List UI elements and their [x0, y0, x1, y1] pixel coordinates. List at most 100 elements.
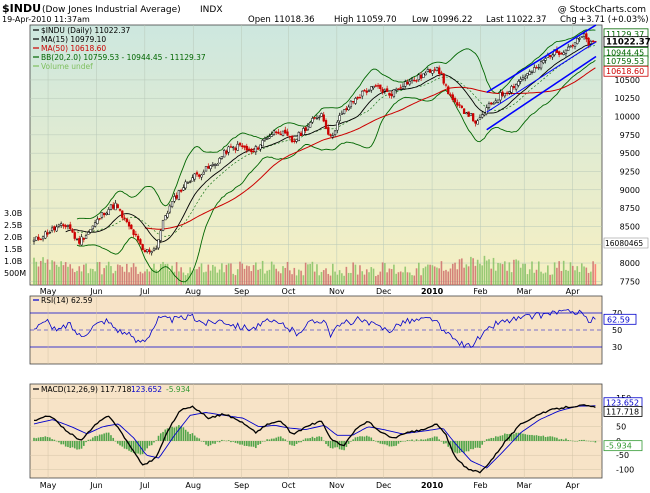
trend-channel-lower: [486, 55, 597, 131]
candle-body: [89, 229, 92, 233]
candle-body: [478, 117, 482, 120]
macd-histogram-bar: [232, 440, 234, 442]
macd-histogram-bar: [352, 439, 354, 441]
volume-bar: [501, 264, 504, 285]
macd-histogram-bar: [359, 436, 361, 441]
macd-histogram-bar: [277, 436, 280, 441]
volume-bar: [404, 266, 407, 285]
macd-histogram-bar: [69, 440, 72, 448]
volume-bar: [273, 264, 275, 285]
price-axis: 7750800082508500875090009250950097501000…: [4, 28, 650, 286]
volume-bar: [431, 265, 434, 285]
macd-histogram-bar: [560, 438, 563, 441]
candle-body: [216, 163, 219, 167]
candle-body: [66, 225, 70, 227]
volume-bar: [37, 266, 40, 285]
volume-bar: [454, 262, 456, 285]
candle-body: [462, 108, 466, 114]
macd-histogram-bar: [96, 435, 99, 441]
price-value-label: 10759.53: [606, 57, 644, 66]
candle-body: [573, 42, 577, 47]
volume-bar: [418, 262, 420, 285]
candle-body: [39, 238, 42, 241]
candle-body: [503, 93, 506, 97]
volume-bar: [540, 271, 542, 285]
candle-body: [132, 229, 135, 235]
candle-body: [103, 212, 106, 216]
macd-histogram-bar: [198, 438, 201, 441]
volume-tick-label: 2.0B: [4, 233, 22, 242]
macd-histogram-bar: [467, 440, 470, 452]
macd-histogram-bar: [402, 440, 404, 442]
macd-histogram-bar: [567, 440, 570, 441]
volume-bar: [449, 268, 452, 285]
volume-bar: [257, 269, 259, 285]
chart-symbol: $INDU: [2, 2, 41, 15]
candle-body: [419, 74, 423, 79]
candle-body: [347, 106, 350, 111]
macd-histogram-bar: [347, 440, 350, 444]
candle-body: [288, 135, 291, 138]
volume-bar: [406, 272, 409, 285]
macd-histogram-bar: [481, 440, 483, 445]
candle-body: [71, 229, 74, 233]
volume-bar: [144, 271, 146, 285]
volume-tick-label: 2.5B: [4, 221, 22, 230]
candle-body: [229, 146, 233, 148]
volume-bar: [350, 272, 352, 285]
candle-body: [161, 220, 165, 231]
candle-body: [492, 103, 495, 105]
candle-body: [243, 145, 246, 148]
volume-bar: [164, 264, 167, 285]
candle-body: [191, 177, 194, 182]
volume-bar: [413, 275, 416, 285]
candle-body: [261, 140, 264, 147]
volume-bar: [130, 267, 133, 285]
macd-histogram-bar: [132, 440, 135, 453]
volume-bar: [110, 266, 112, 285]
macd-histogram-bar: [275, 437, 278, 441]
volume-bar: [494, 270, 497, 285]
macd-histogram-bar: [565, 438, 567, 441]
macd-histogram-bar: [49, 437, 51, 441]
macd-histogram-bar: [388, 440, 391, 447]
volume-bar: [329, 275, 332, 285]
candle-body: [433, 69, 436, 71]
volume-bar: [438, 268, 440, 285]
macd-histogram-bar: [148, 440, 151, 446]
volume-bar: [264, 273, 266, 285]
rsi-line: [33, 309, 596, 349]
macd-x-tick-label: Jun: [89, 481, 103, 490]
volume-bar: [234, 275, 237, 285]
volume-bar: [465, 264, 468, 285]
candle-body: [232, 146, 235, 149]
macd-histogram-bar: [483, 440, 486, 442]
volume-bar: [148, 271, 151, 285]
chart-name: (Dow Jones Industrial Average): [42, 5, 181, 15]
macd-histogram-bar: [578, 440, 581, 441]
candle-body: [84, 235, 88, 239]
macd-histogram-bar: [506, 433, 508, 441]
chg-value: +3.71 (+0.03%): [579, 15, 649, 25]
macd-histogram-bar: [250, 440, 253, 447]
candle-body: [78, 238, 81, 244]
volume-bar: [470, 256, 472, 285]
candle-body: [100, 212, 104, 218]
candle-body: [548, 54, 552, 58]
candle-body: [286, 131, 289, 136]
candle-body: [60, 223, 63, 226]
volume-bar: [69, 264, 72, 285]
candle-body: [284, 129, 287, 134]
candle-body: [397, 88, 400, 90]
price-tick-label: 10000: [615, 113, 640, 122]
volume-bar: [547, 265, 549, 285]
candle-body: [275, 131, 278, 133]
volume-bar: [282, 266, 284, 285]
volume-bar: [198, 266, 201, 285]
volume-bar: [485, 260, 488, 285]
candle-body: [87, 232, 90, 235]
macd-histogram-bar: [46, 436, 49, 441]
macd-histogram-bar: [553, 437, 556, 441]
macd-histogram-bar: [39, 437, 42, 441]
candle-body: [442, 73, 445, 84]
